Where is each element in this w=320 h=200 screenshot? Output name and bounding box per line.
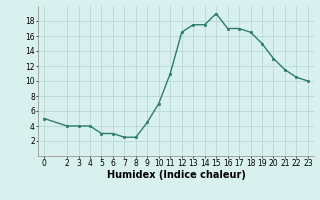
- X-axis label: Humidex (Indice chaleur): Humidex (Indice chaleur): [107, 170, 245, 180]
